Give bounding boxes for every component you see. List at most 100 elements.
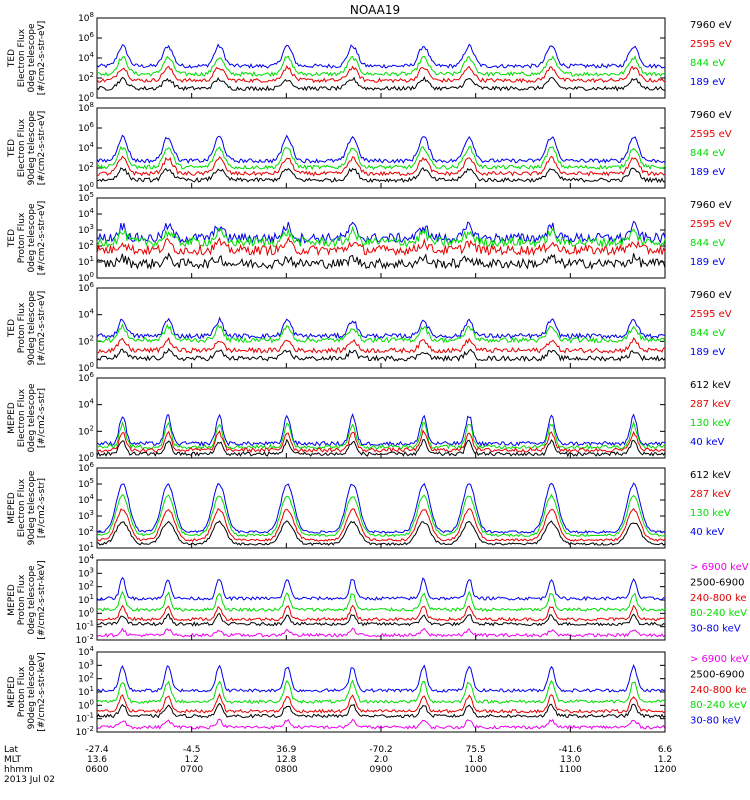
- y-axis-label: TED: [7, 319, 17, 338]
- y-tick-label: 10-1: [76, 620, 94, 633]
- y-axis-label: [#/cm2-s-str-eV]: [37, 291, 47, 366]
- y-tick-label: 10-1: [76, 712, 94, 725]
- footer-value: 75.5: [466, 745, 486, 755]
- footer-value: 0600: [86, 765, 109, 775]
- flux-trace: [96, 576, 666, 602]
- y-axis-label: Electron Flux: [17, 28, 27, 87]
- legend-entry: 30-80 keV: [690, 624, 741, 635]
- footer-value: 1000: [464, 765, 487, 775]
- chart-title: NOAA19: [350, 3, 400, 17]
- footer-value: 13.0: [560, 755, 580, 765]
- y-tick-label: 104: [78, 141, 94, 154]
- y-tick-label: 102: [78, 525, 94, 538]
- y-tick-label: 104: [78, 645, 94, 658]
- footer-value: -27.4: [85, 745, 109, 755]
- y-axis-label: MEPED: [7, 676, 17, 708]
- legend-entry: 189 eV: [690, 77, 725, 88]
- legend-entry: 30-80 keV: [690, 716, 741, 727]
- y-axis-label: 0deg telescope: [27, 203, 37, 273]
- y-tick-label: 102: [78, 71, 94, 84]
- flux-trace: [96, 663, 666, 693]
- flux-trace: [96, 590, 666, 613]
- y-tick-label: 104: [78, 398, 94, 411]
- legend-entry: 2595 eV: [690, 219, 732, 230]
- legend-entry: 40 keV: [690, 437, 724, 448]
- y-tick-label: 100: [78, 606, 94, 619]
- legend-entry: 240-800 ke: [690, 685, 747, 696]
- legend-entry: 130 keV: [690, 508, 731, 519]
- footer-value: -41.6: [559, 745, 583, 755]
- legend-entry: 80-240 keV: [690, 700, 747, 711]
- y-axis-label: [#/cm2-s-str-eV]: [37, 111, 47, 186]
- y-axis-label: TED: [7, 229, 17, 248]
- y-axis-label: 0deg telescope: [27, 23, 37, 93]
- legend-entry: 2595 eV: [690, 309, 732, 320]
- y-axis-label: [#/cm2-s-str-eV]: [37, 21, 47, 96]
- footer-value: 0800: [275, 765, 298, 775]
- flux-trace: [96, 693, 666, 714]
- y-tick-label: 102: [78, 161, 94, 174]
- plot-frame: [96, 17, 666, 99]
- footer-value: 0900: [370, 765, 393, 775]
- y-tick-label: 104: [78, 493, 94, 506]
- flux-trace: [96, 145, 666, 171]
- y-axis-label: 90deg telescope: [27, 290, 37, 365]
- footer-value: -4.5: [183, 745, 201, 755]
- legend-entry: 80-240 keV: [690, 608, 747, 619]
- legend-entry: 287 keV: [690, 489, 731, 500]
- footer-row-label: hhmm: [4, 765, 33, 775]
- legend-entry: > 6900 keV: [690, 654, 749, 665]
- legend-entry: 2500-6900: [690, 577, 745, 588]
- y-tick-label: 103: [78, 509, 94, 522]
- y-tick-label: 105: [78, 477, 94, 490]
- y-axis-label: 0deg telescope: [27, 565, 37, 635]
- legend-entry: 2500-6900: [690, 669, 745, 680]
- legend-entry: 2595 eV: [690, 129, 732, 140]
- flux-trace: [96, 612, 666, 627]
- legend-entry: 7960 eV: [690, 290, 732, 301]
- legend-entry: 7960 eV: [690, 200, 732, 211]
- flux-trace: [96, 347, 666, 363]
- y-axis-label: 90deg telescope: [27, 470, 37, 545]
- y-tick-label: 106: [78, 31, 94, 44]
- flux-trace: [96, 225, 666, 249]
- footer-row-label: Lat: [4, 745, 19, 755]
- y-axis-label: 0deg telescope: [27, 383, 37, 453]
- y-tick-label: 101: [78, 593, 94, 606]
- y-axis-label: [#/cm2-s-str]: [37, 388, 47, 448]
- y-tick-label: 102: [78, 424, 94, 437]
- y-tick-label: 102: [78, 239, 94, 252]
- legend-entry: 844 eV: [690, 238, 725, 249]
- flux-trace: [96, 323, 666, 344]
- y-tick-label: 103: [78, 566, 94, 579]
- footer-value: -70.2: [369, 745, 392, 755]
- legend-entry: 40 keV: [690, 527, 724, 538]
- y-tick-label: 101: [78, 255, 94, 268]
- y-axis-label: MEPED: [7, 402, 17, 434]
- flux-trace: [96, 64, 666, 84]
- footer-value: 1200: [654, 765, 677, 775]
- legend-entry: 240-800 ke: [690, 593, 747, 604]
- flux-trace: [96, 252, 666, 271]
- flux-trace: [96, 55, 666, 77]
- flux-trace: [96, 420, 666, 450]
- plot-frame: [96, 107, 666, 189]
- footer-value: 1.2: [658, 755, 672, 765]
- y-tick-label: 101: [78, 685, 94, 698]
- flux-trace: [96, 702, 666, 719]
- legend-entry: 189 eV: [690, 347, 725, 358]
- footer-value: 1.8: [469, 755, 484, 765]
- footer-value: 0700: [180, 765, 203, 775]
- legend-entry: 844 eV: [690, 58, 725, 69]
- y-axis-label: MEPED: [7, 584, 17, 616]
- plot-frame: [96, 377, 666, 459]
- y-axis-label: Electron Flux: [17, 118, 27, 177]
- plot-frame: [96, 287, 666, 369]
- legend-entry: 844 eV: [690, 148, 725, 159]
- y-tick-label: 104: [78, 308, 94, 321]
